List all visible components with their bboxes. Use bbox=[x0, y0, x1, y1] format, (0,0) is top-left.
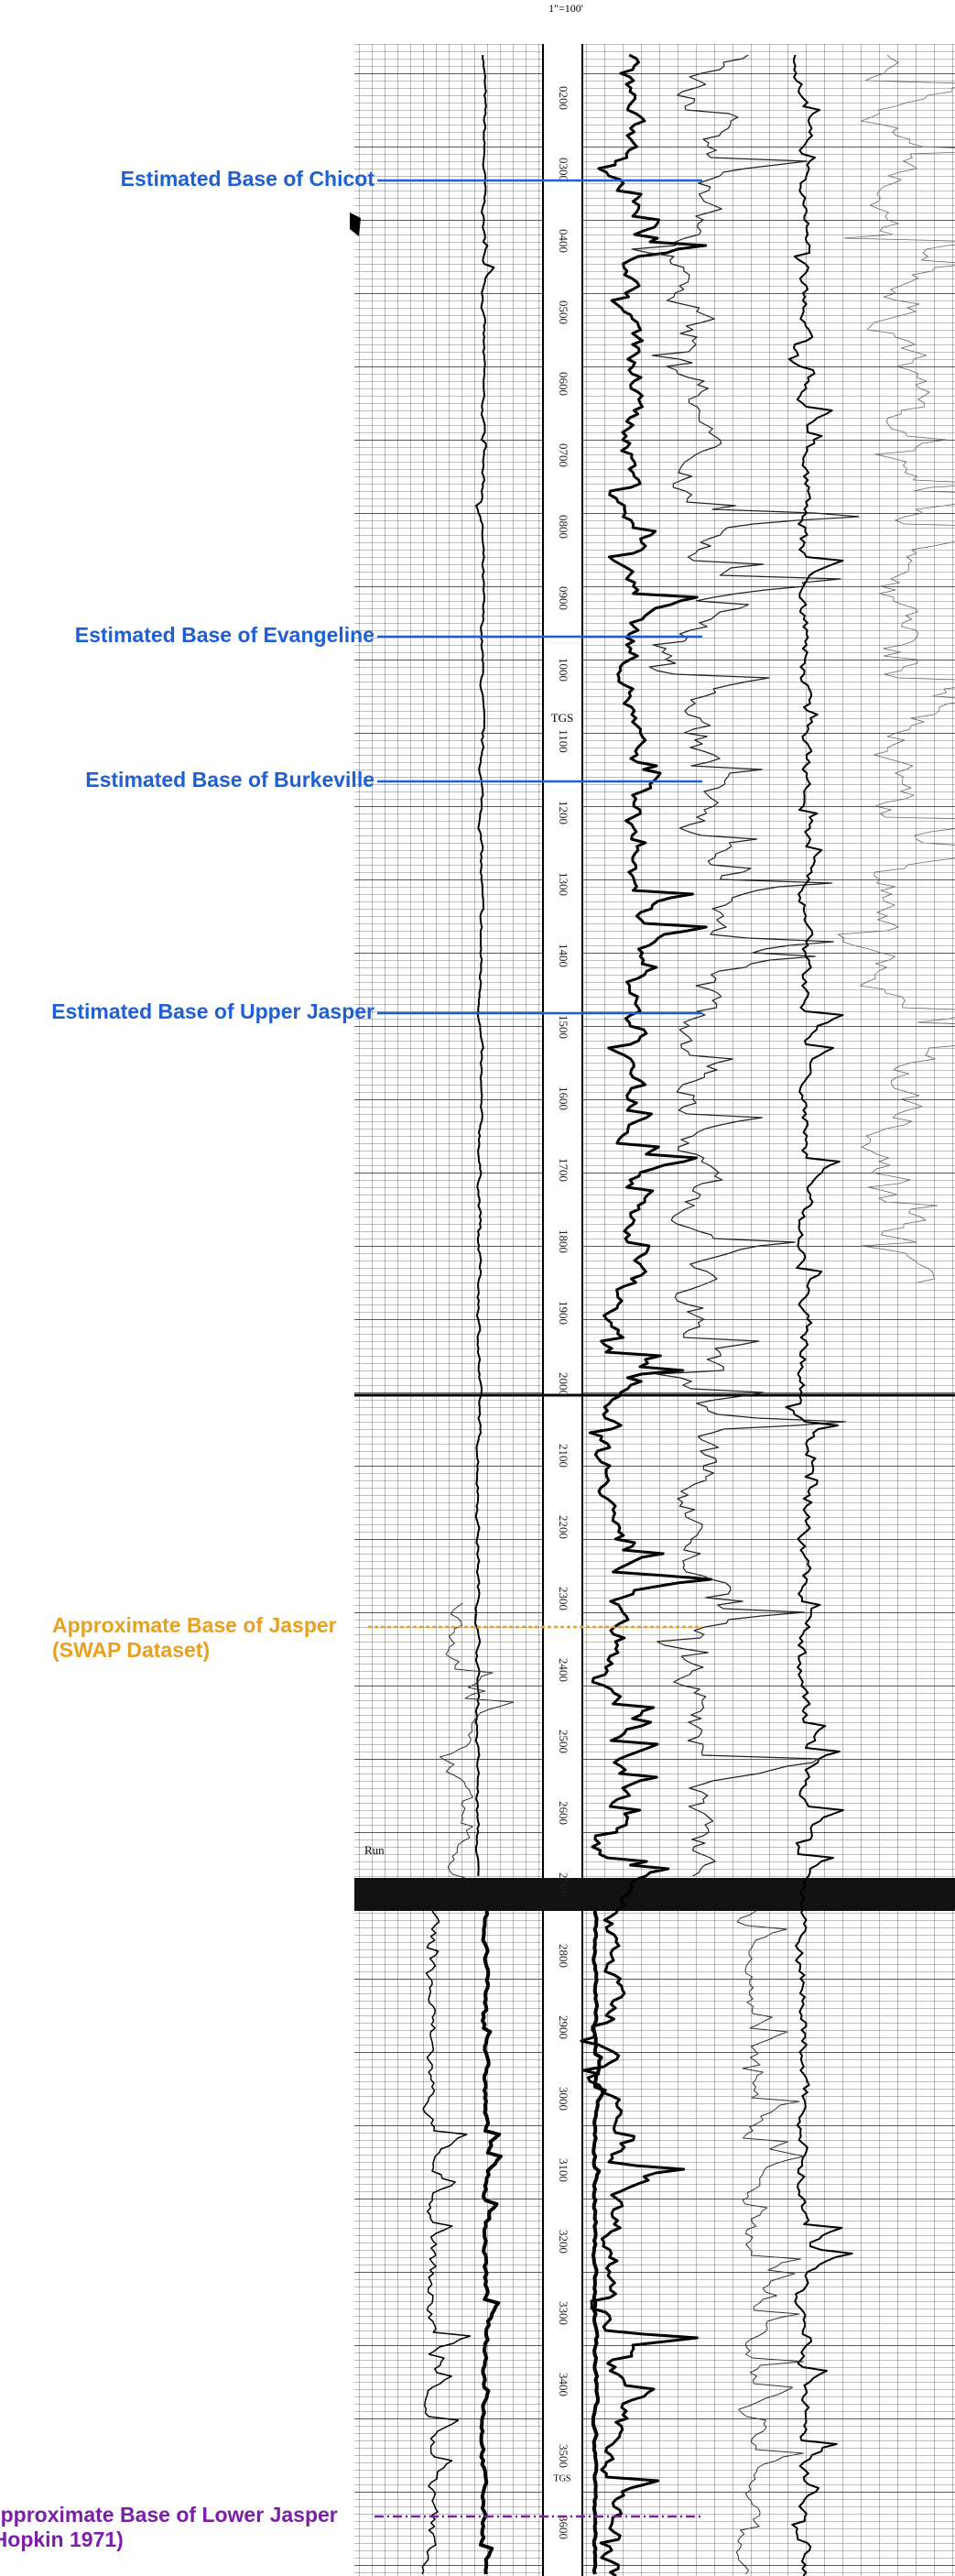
depth-label: 0200 bbox=[557, 86, 570, 110]
depth-label: 2700 bbox=[557, 1872, 570, 1896]
annotation-label: Estimated Base of Upper Jasper bbox=[51, 999, 374, 1023]
depth-label: 0900 bbox=[557, 586, 570, 610]
depth-label: 0500 bbox=[557, 300, 570, 324]
depth-label: 0300 bbox=[557, 158, 570, 181]
grid-major bbox=[354, 44, 955, 2576]
depth-label: 0400 bbox=[557, 229, 570, 253]
depth-label: 3500 bbox=[557, 2444, 570, 2468]
depth-label: 1000 bbox=[557, 658, 570, 682]
depth-label: 1800 bbox=[557, 1229, 570, 1253]
depth-label: 1200 bbox=[557, 801, 570, 824]
resistivity-curve bbox=[474, 54, 495, 1877]
depth-label: 0600 bbox=[557, 372, 570, 396]
annotation-label: (Hopkin 1971) bbox=[0, 2527, 124, 2551]
annotation-label: (SWAP Dataset) bbox=[52, 1638, 210, 1662]
splice-band bbox=[354, 1878, 955, 1911]
tgs-mark: TGS bbox=[551, 711, 574, 725]
depth-label: 3000 bbox=[557, 2087, 570, 2111]
tgs-mark: TGS bbox=[554, 2473, 571, 2483]
depth-label: 1300 bbox=[557, 872, 570, 896]
gamma-curve bbox=[785, 54, 853, 2576]
scale-note: 1"=100' bbox=[548, 2, 583, 15]
depth-label: 1500 bbox=[557, 1015, 570, 1039]
depth-label: 3300 bbox=[557, 2301, 570, 2325]
resistivity-curve bbox=[421, 1910, 472, 2575]
annotation-label: Approximate Base of Lower Jasper bbox=[0, 2503, 338, 2527]
annotation-label: Estimated Base of Evangeline bbox=[75, 623, 374, 647]
log-curves bbox=[421, 53, 955, 2576]
depth-label: 3200 bbox=[557, 2230, 570, 2254]
sp-curve bbox=[580, 53, 712, 2576]
depth-label: 3400 bbox=[557, 2373, 570, 2396]
depth-label: 2400 bbox=[557, 1658, 570, 1682]
depth-label: 2100 bbox=[557, 1444, 570, 1468]
annotation-label: Estimated Base of Burkeville bbox=[85, 768, 374, 791]
depth-label: 3100 bbox=[557, 2158, 570, 2182]
gamma-curve bbox=[837, 54, 955, 1283]
annotation-label: Estimated Base of Chicot bbox=[121, 167, 375, 191]
gamma-curve bbox=[735, 1910, 805, 2575]
depth-labels: 0200 0300 0400 0500 0600 0700 0800 0900 1000 1100… bbox=[557, 86, 570, 2539]
depth-label: 0800 bbox=[557, 515, 570, 539]
depth-label: 1700 bbox=[557, 1158, 570, 1182]
annotation-label: Approximate Base of Jasper bbox=[52, 1613, 337, 1637]
depth-label: 2200 bbox=[557, 1515, 570, 1539]
depth-label: 2500 bbox=[557, 1730, 570, 1753]
depth-label: 2900 bbox=[557, 2015, 570, 2039]
resistivity-curve bbox=[440, 1602, 515, 1879]
depth-track bbox=[543, 44, 582, 2576]
depth-label: 3600 bbox=[557, 2516, 570, 2539]
resistivity-curve bbox=[479, 1910, 503, 2575]
depth-label: 1900 bbox=[557, 1301, 570, 1325]
run-mark: Run bbox=[364, 1843, 385, 1857]
sp-curve bbox=[591, 1910, 607, 2575]
annotations: Estimated Base of Chicot Estimated Base o… bbox=[0, 167, 702, 2551]
edge-mark bbox=[350, 213, 361, 236]
depth-label: 2600 bbox=[557, 1801, 570, 1825]
depth-label: 1600 bbox=[557, 1086, 570, 1110]
depth-label: 1100 bbox=[557, 729, 570, 753]
depth-label: 2300 bbox=[557, 1587, 570, 1610]
depth-label: 2000 bbox=[557, 1372, 570, 1396]
depth-label: 0700 bbox=[557, 443, 570, 467]
sp-curve bbox=[631, 54, 860, 1877]
depth-label: 2800 bbox=[557, 1944, 570, 1968]
depth-label: 1400 bbox=[557, 944, 570, 967]
